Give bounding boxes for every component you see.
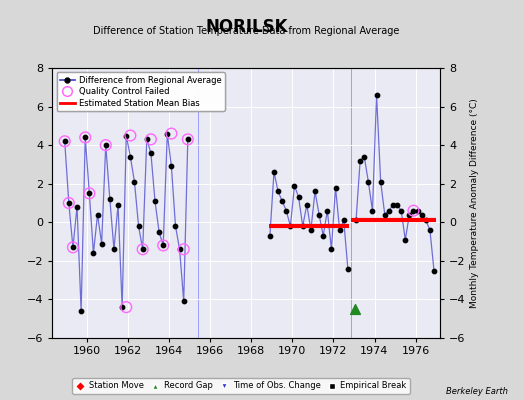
- Point: [180, 246, 188, 252]
- Point: [335, 227, 344, 233]
- Point: [134, 223, 143, 229]
- Point: [159, 242, 167, 249]
- Point: [282, 208, 290, 214]
- Point: [270, 169, 278, 175]
- Point: [171, 223, 180, 229]
- Point: [373, 92, 381, 98]
- Point: [319, 232, 328, 239]
- Point: [352, 217, 360, 224]
- Point: [93, 211, 102, 218]
- Point: [122, 132, 130, 139]
- Point: [376, 178, 385, 185]
- Point: [356, 157, 364, 164]
- Text: NORILSK: NORILSK: [205, 18, 288, 36]
- Point: [60, 138, 69, 144]
- Point: [151, 198, 159, 204]
- Point: [418, 211, 426, 218]
- Point: [126, 154, 135, 160]
- Point: [81, 134, 90, 141]
- Point: [278, 198, 287, 204]
- Point: [147, 136, 155, 142]
- Legend: Station Move, Record Gap, Time of Obs. Change, Empirical Break: Station Move, Record Gap, Time of Obs. C…: [72, 378, 410, 394]
- Point: [73, 204, 81, 210]
- Point: [307, 227, 315, 233]
- Legend: Difference from Regional Average, Quality Control Failed, Estimated Station Mean: Difference from Regional Average, Qualit…: [57, 72, 225, 111]
- Point: [413, 208, 422, 214]
- Point: [155, 229, 163, 235]
- Point: [130, 178, 139, 185]
- Point: [180, 298, 188, 304]
- Point: [422, 217, 430, 224]
- Point: [323, 208, 332, 214]
- Point: [64, 200, 73, 206]
- Point: [176, 246, 184, 252]
- Point: [430, 267, 438, 274]
- Y-axis label: Monthly Temperature Anomaly Difference (°C): Monthly Temperature Anomaly Difference (…: [470, 98, 479, 308]
- Point: [389, 202, 397, 208]
- Point: [380, 211, 389, 218]
- Point: [167, 163, 176, 170]
- Point: [138, 246, 147, 252]
- Point: [274, 188, 282, 195]
- Point: [409, 208, 418, 214]
- Point: [97, 240, 106, 247]
- Point: [102, 142, 110, 148]
- Point: [299, 223, 307, 229]
- Text: Berkeley Earth: Berkeley Earth: [446, 387, 508, 396]
- Point: [85, 190, 93, 196]
- Point: [69, 244, 77, 250]
- Point: [344, 265, 352, 272]
- Text: Difference of Station Temperature Data from Regional Average: Difference of Station Temperature Data f…: [93, 26, 399, 36]
- Point: [77, 308, 85, 314]
- Point: [106, 196, 114, 202]
- Point: [364, 178, 373, 185]
- Point: [393, 202, 401, 208]
- Point: [143, 136, 151, 142]
- Point: [126, 132, 135, 139]
- Point: [118, 304, 126, 310]
- Point: [102, 142, 110, 148]
- Point: [327, 246, 335, 252]
- Point: [368, 208, 377, 214]
- Point: [110, 246, 118, 252]
- Point: [311, 188, 319, 195]
- Point: [85, 190, 93, 196]
- Point: [290, 182, 299, 189]
- Point: [147, 150, 155, 156]
- Point: [397, 208, 406, 214]
- Point: [266, 232, 274, 239]
- Point: [409, 208, 418, 214]
- Point: [340, 217, 348, 224]
- Point: [401, 236, 409, 243]
- Point: [81, 134, 90, 141]
- Point: [138, 246, 147, 252]
- Point: [167, 130, 176, 137]
- Point: [64, 200, 73, 206]
- Point: [405, 211, 413, 218]
- Point: [315, 211, 323, 218]
- Point: [60, 138, 69, 144]
- Point: [163, 130, 171, 137]
- Point: [425, 227, 434, 233]
- Point: [351, 306, 359, 312]
- Point: [331, 184, 340, 191]
- Point: [122, 304, 130, 310]
- Point: [303, 202, 311, 208]
- Point: [89, 250, 97, 256]
- Point: [159, 242, 167, 249]
- Point: [294, 194, 303, 200]
- Point: [183, 136, 192, 142]
- Point: [360, 154, 368, 160]
- Point: [286, 223, 294, 229]
- Point: [69, 244, 77, 250]
- Point: [114, 202, 122, 208]
- Point: [385, 208, 393, 214]
- Point: [183, 136, 192, 142]
